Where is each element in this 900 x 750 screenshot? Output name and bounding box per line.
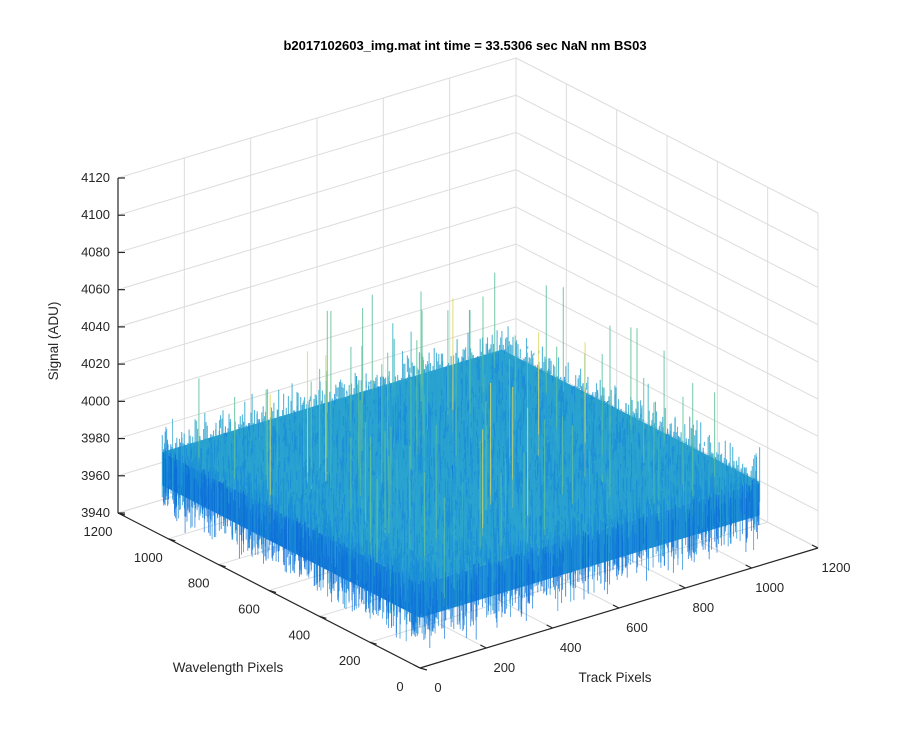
back-wall-gridline-z xyxy=(117,131,517,253)
side-wall-gridline-z xyxy=(515,243,819,400)
side-wall-gridline-z xyxy=(515,131,819,288)
side-wall-gridline-z xyxy=(515,57,819,214)
back-wall-gridline-z xyxy=(117,94,517,216)
side-wall-gridline-z xyxy=(515,169,819,326)
side-wall-gridline-z xyxy=(515,280,819,437)
side-wall-gridline-z xyxy=(515,94,819,251)
side-wall-gridline-z xyxy=(515,206,819,363)
back-wall-gridline-z xyxy=(117,318,517,440)
floor-gridline-y xyxy=(369,521,768,643)
back-wall-gridline-z xyxy=(117,169,517,291)
back-wall-gridline-z xyxy=(117,243,517,365)
back-wall-gridline-z xyxy=(117,206,517,328)
signal-surface xyxy=(161,272,761,648)
back-wall-gridline-z xyxy=(117,280,517,402)
side-wall-gridline-z xyxy=(515,318,819,475)
back-wall-gridline-z xyxy=(117,57,517,179)
